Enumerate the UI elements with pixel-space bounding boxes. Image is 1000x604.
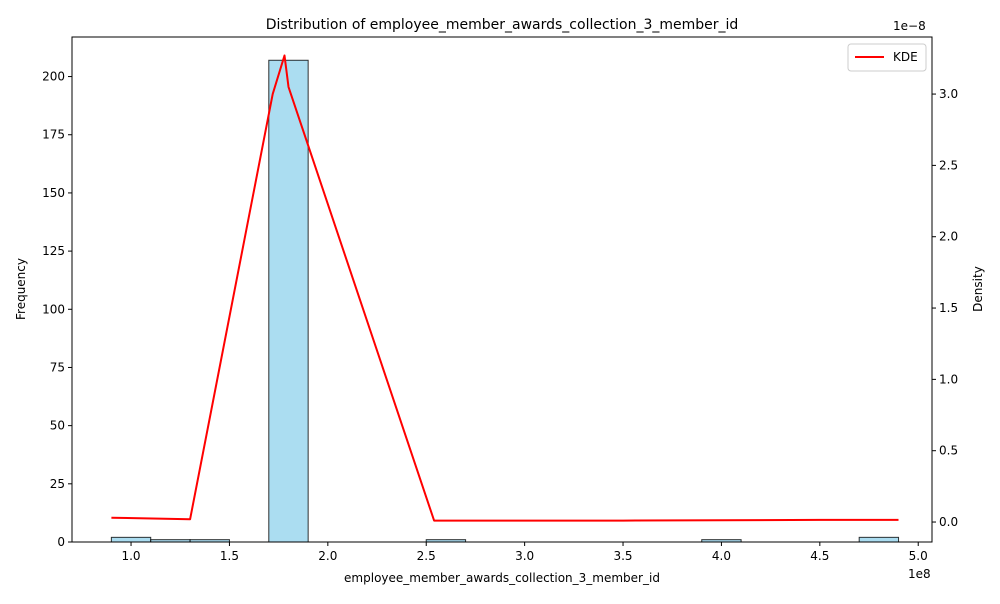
y2-tick-label: 1.5 <box>939 301 958 315</box>
y-tick-label: 100 <box>42 302 65 316</box>
x-tick-label: 1.5 <box>220 549 239 563</box>
x-tick-label: 2.0 <box>318 549 337 563</box>
y2-tick-label: 3.0 <box>939 87 958 101</box>
histogram-bar <box>268 59 309 543</box>
y-tick-label: 0 <box>57 535 65 549</box>
y-tick-label: 75 <box>50 360 65 374</box>
y-axis-label: Frequency <box>14 258 28 320</box>
y2-tick-label: 2.0 <box>939 230 958 244</box>
y-tick-label: 50 <box>50 419 65 433</box>
kde-layer <box>111 54 899 522</box>
x-axis-label: employee_member_awards_collection_3_memb… <box>344 571 660 585</box>
y2-tick-label: 2.5 <box>939 158 958 172</box>
legend-box <box>847 43 927 72</box>
x-tick-label: 3.0 <box>515 549 534 563</box>
axes-layer: 1.0 1.5 2.0 2.5 3.0 3.5 4.0 4.5 5.0 0 25 50 75 100 125… <box>42 36 958 563</box>
y-tick-label: 200 <box>42 70 65 84</box>
histogram-bar <box>858 536 900 543</box>
y2-offset-text: 1e−8 <box>893 19 926 33</box>
y-tick-label: 175 <box>42 128 65 142</box>
y-tick-label: 150 <box>42 186 65 200</box>
y2-axis-label: Density <box>971 266 985 312</box>
x-tick-label: 4.0 <box>712 549 731 563</box>
legend: KDE <box>847 43 927 72</box>
legend-kde-label: KDE <box>893 50 918 64</box>
chart-title: Distribution of employee_member_awards_c… <box>266 17 739 33</box>
x-tick-label: 1.0 <box>121 549 140 563</box>
x-tick-label: 2.5 <box>417 549 436 563</box>
y2-tick-label: 0.0 <box>939 515 958 529</box>
plot-frame <box>71 36 933 543</box>
x-offset-text: 1e8 <box>908 567 931 581</box>
y2-tick-label: 1.0 <box>939 372 958 386</box>
histogram-bar <box>110 536 152 543</box>
x-tick-label: 3.5 <box>613 549 632 563</box>
x-tick-label: 5.0 <box>909 549 928 563</box>
y2-tick-label: 0.5 <box>939 444 958 458</box>
kde-line <box>111 54 899 522</box>
y-tick-label: 125 <box>42 244 65 258</box>
bars-layer <box>110 59 900 543</box>
x-tick-label: 4.5 <box>810 549 829 563</box>
y-tick-label: 25 <box>50 477 65 491</box>
